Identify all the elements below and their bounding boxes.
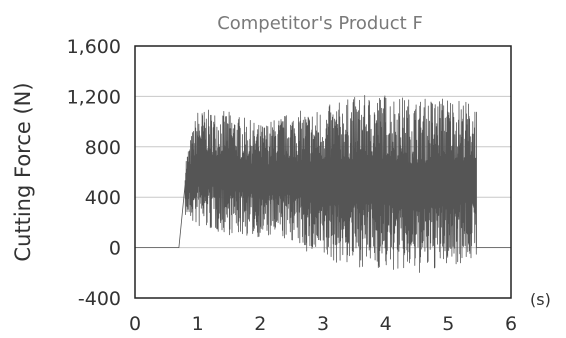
y-tick-label: -400 [78, 288, 121, 310]
y-tick-label: 0 [109, 238, 121, 260]
force-signal-line [135, 95, 511, 273]
x-tick-label: 5 [442, 313, 454, 335]
x-tick-label: 2 [254, 313, 266, 335]
x-axis-unit: (s) [530, 290, 551, 309]
y-tick-label: 800 [85, 137, 121, 159]
x-tick-label: 3 [317, 313, 329, 335]
plot-frame [134, 45, 512, 299]
x-tick-label: 4 [380, 313, 392, 335]
y-axis-label: Cutting Force (N) [11, 82, 35, 261]
chart-title: Competitor's Product F [217, 13, 423, 34]
y-tick-labels: 1,600 1,200 800 400 0 -400 [67, 36, 121, 310]
y-tick-label: 1,200 [67, 86, 121, 108]
x-tick-label: 6 [505, 313, 517, 335]
x-tick-label: 1 [192, 313, 204, 335]
x-tick-label: 0 [129, 313, 141, 335]
y-tick-label: 400 [85, 187, 121, 209]
plot-area [135, 95, 511, 273]
x-tick-labels: 0 1 2 3 4 5 6 [129, 313, 517, 335]
y-tick-label: 1,600 [67, 36, 121, 58]
